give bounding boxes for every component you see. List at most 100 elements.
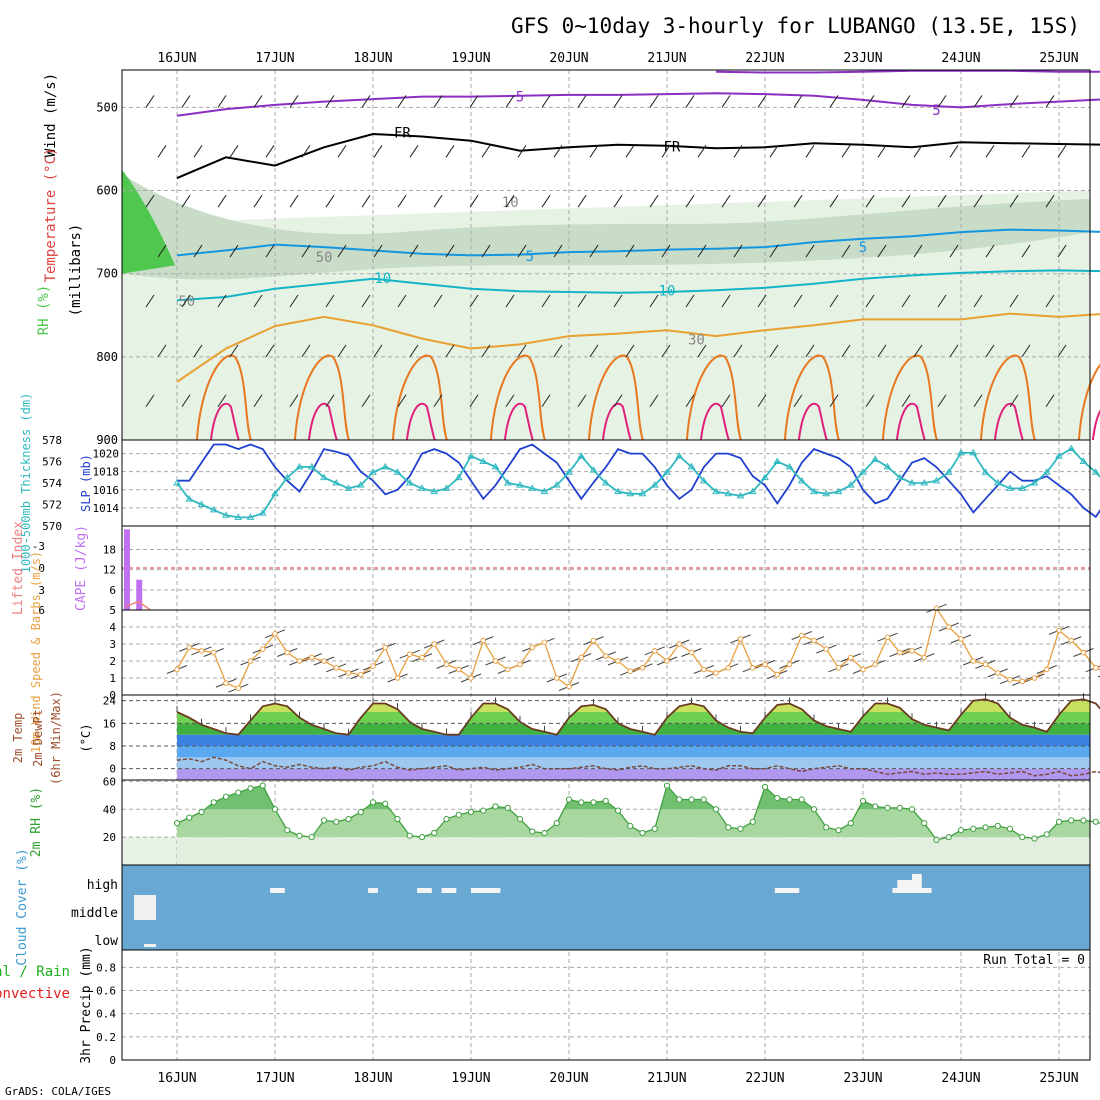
- wind-barb: [973, 194, 983, 208]
- wind-barb: [721, 95, 731, 108]
- rh-marker: [590, 799, 597, 806]
- wind-barb: [613, 95, 623, 108]
- wind-speed-marker: [186, 644, 193, 651]
- wind-barb: [217, 95, 227, 108]
- rh-marker: [749, 818, 756, 825]
- wind-barb: [541, 394, 551, 408]
- wind-barb: [505, 194, 515, 208]
- y-tick-label-rh: 60: [103, 775, 116, 788]
- wind-barb: [229, 145, 239, 158]
- rh-marker: [614, 807, 622, 814]
- contour-orange-lobe: [489, 354, 546, 441]
- cloud-high-patch: [368, 888, 378, 893]
- contour-orange-lobe: [1077, 363, 1100, 441]
- rh-marker: [357, 808, 364, 816]
- wind-speed-marker: [909, 648, 915, 654]
- wind-barb: [649, 394, 659, 408]
- wind-barb: [217, 294, 227, 308]
- rh-marker: [1068, 817, 1075, 824]
- contour-orange30: [176, 312, 1100, 383]
- y-axis-label-cape: CAPE (J/kg): [74, 525, 89, 611]
- cloud-level-label: middle: [71, 906, 118, 921]
- rh-color-band: [177, 837, 1090, 865]
- y-tick-label-wind: 4: [109, 621, 116, 634]
- wind-speed-marker: [529, 644, 536, 651]
- wind-barb: [157, 244, 167, 258]
- rh-marker: [786, 796, 793, 803]
- wind-barb: [289, 194, 299, 208]
- wind-barb: [721, 294, 731, 308]
- thickness-marker: [307, 462, 316, 470]
- wind-barb: [145, 294, 155, 308]
- rh-marker: [884, 804, 891, 811]
- thickness-marker: [761, 473, 769, 481]
- wind-barb: [1009, 294, 1019, 308]
- wind-speed-marker: [308, 654, 315, 661]
- wind-barb: [481, 145, 491, 158]
- thickness-marker: [993, 479, 1002, 486]
- y-tick-label-precip: 0.2: [96, 1031, 116, 1044]
- cloud-high-patch: [912, 874, 922, 892]
- rh-marker: [798, 796, 805, 803]
- wind-barb: [985, 344, 995, 358]
- wind-barb: [517, 145, 527, 158]
- thickness-marker: [736, 491, 745, 499]
- rh-marker: [933, 836, 940, 844]
- y-tick-label-wind: 2: [109, 655, 116, 668]
- rh-marker: [676, 796, 683, 803]
- contour-orange-lobe: [293, 354, 350, 441]
- wind-barb: [253, 95, 263, 108]
- wind-barb: [541, 294, 551, 308]
- y-axis-label-cloud: Cloud Cover (%): [15, 848, 30, 965]
- contour-orange-lobe: [685, 354, 742, 441]
- y-tick-label-li: 6: [38, 604, 45, 617]
- thickness-marker: [846, 481, 855, 488]
- contour-magenta-lobe: [993, 402, 1024, 441]
- thickness-marker: [1067, 444, 1076, 452]
- rh-marker: [553, 820, 560, 827]
- rh-marker: [235, 789, 242, 796]
- wind-speed-marker: [455, 666, 462, 673]
- y-tick-label-thickness: 576: [42, 456, 62, 469]
- wind-barb: [373, 145, 383, 158]
- wind-barb: [649, 294, 659, 308]
- temp-color-band: [177, 712, 1090, 724]
- wind-barb: [433, 95, 443, 108]
- wind-barb: [553, 344, 563, 358]
- wind-barb: [697, 344, 707, 358]
- wind-speed-marker: [811, 637, 817, 644]
- cloud-high-patch: [417, 888, 432, 893]
- rh-marker: [259, 782, 266, 789]
- wind-speed-marker: [933, 605, 940, 612]
- y-tick-label-precip: 0.6: [96, 985, 116, 998]
- thickness-marker: [418, 484, 426, 491]
- cloud-level-label: high: [87, 878, 118, 893]
- wind-speed-marker: [1031, 675, 1038, 681]
- thickness-marker: [405, 479, 414, 486]
- wind-barb: [397, 95, 407, 108]
- rh-marker: [492, 803, 499, 810]
- wind-speed-marker: [1007, 676, 1013, 683]
- thickness-marker: [748, 487, 757, 495]
- wind-speed-marker: [419, 654, 425, 661]
- wind-barb: [733, 344, 743, 358]
- wind-barb: [193, 344, 203, 358]
- y-axis-label-temp: Temperature (°C): [43, 148, 59, 283]
- wind-speed-marker: [1019, 678, 1026, 685]
- y-tick-label-thickness: 578: [42, 434, 62, 447]
- contour-fr: [176, 132, 1100, 180]
- y-tick-label: 900: [96, 433, 118, 447]
- y-axis-label-minmax: (6hr Min/Max): [49, 691, 63, 785]
- wind-barb: [265, 344, 275, 358]
- contour-label: 10: [502, 195, 519, 211]
- y-tick-label-temp: 8: [109, 740, 116, 753]
- wind-barb: [193, 145, 203, 158]
- run-total-label: Run Total = 0: [983, 953, 1085, 968]
- thickness-marker: [577, 452, 586, 459]
- wind-barb: [481, 344, 491, 358]
- wind-speed-marker: [235, 685, 242, 692]
- wind-barb: [229, 244, 239, 258]
- thickness-marker: [234, 513, 243, 520]
- rh-marker: [761, 783, 769, 791]
- wind-speed-line: [176, 606, 1100, 690]
